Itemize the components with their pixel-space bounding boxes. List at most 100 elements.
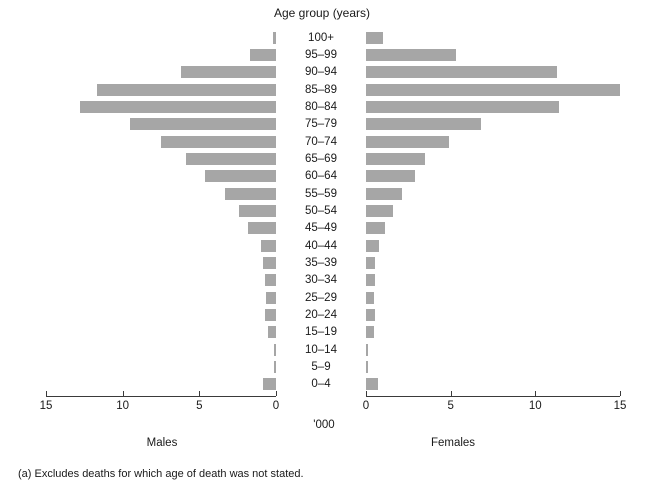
female-bar-cell	[366, 378, 620, 391]
male-bar-cell	[46, 135, 276, 148]
pyramid-row: 25–29	[46, 289, 620, 306]
axis-tick-mark	[276, 391, 277, 396]
male-axis-tick-15: 15	[39, 400, 53, 412]
female-bar	[366, 31, 383, 44]
male-bar	[96, 83, 276, 96]
axis-tick-mark	[46, 391, 47, 396]
female-bar	[366, 100, 560, 113]
female-bar	[366, 274, 376, 287]
male-bar	[205, 170, 276, 183]
pyramid-row: 65–69	[46, 150, 620, 167]
male-bar	[262, 378, 276, 391]
male-axis-line	[46, 396, 276, 397]
male-bar-cell	[46, 204, 276, 217]
age-group-label: 55–59	[305, 187, 337, 200]
pyramid-row: 40–44	[46, 237, 620, 254]
female-bar-cell	[366, 239, 620, 252]
female-bar-cell	[366, 291, 620, 304]
age-group-label: 25–29	[305, 291, 337, 304]
male-bar	[268, 326, 276, 339]
axis-tick-mark	[366, 391, 367, 396]
male-bar	[265, 308, 276, 321]
female-bar	[366, 222, 386, 235]
male-bar-cell	[46, 291, 276, 304]
female-bar	[366, 66, 558, 79]
female-bar	[366, 343, 368, 356]
male-bar-cell	[46, 378, 276, 391]
male-bar	[274, 360, 276, 373]
female-bar-cell	[366, 66, 620, 79]
axis-tick-mark	[450, 391, 452, 396]
age-group-label: 50–54	[305, 204, 337, 217]
male-bar-cell	[46, 100, 276, 113]
female-bar-cell	[366, 326, 620, 339]
age-group-label: 70–74	[305, 135, 337, 148]
male-bar	[260, 239, 276, 252]
female-bar-cell	[366, 204, 620, 217]
age-group-label: 45–49	[305, 222, 337, 235]
female-bar-cell	[366, 31, 620, 44]
pyramid-row: 75–79	[46, 116, 620, 133]
female-axis-tick-5: 5	[447, 400, 454, 412]
age-group-label: 5–9	[311, 360, 331, 373]
female-bar-cell	[366, 308, 620, 321]
female-bar-cell	[366, 360, 620, 373]
axis-tick-mark	[122, 391, 124, 396]
male-bar	[161, 135, 276, 148]
age-group-label: 10–14	[305, 343, 337, 356]
pyramid-row: 10–14	[46, 341, 620, 358]
pyramid-row: 55–59	[46, 185, 620, 202]
male-bar-cell	[46, 31, 276, 44]
female-bar	[366, 378, 378, 391]
pyramid-row: 95–99	[46, 46, 620, 63]
age-group-label: 95–99	[305, 48, 337, 61]
male-bar-cell	[46, 308, 276, 321]
pyramid-row: 50–54	[46, 202, 620, 219]
males-axis-label: Males	[146, 437, 178, 449]
male-bar-cell	[46, 118, 276, 131]
male-bar-cell	[46, 152, 276, 165]
male-bar-cell	[46, 66, 276, 79]
age-group-label: 30–34	[305, 274, 337, 287]
pyramid-row: 90–94	[46, 64, 620, 81]
pyramid-row: 0–4	[46, 376, 620, 393]
female-bar-cell	[366, 100, 620, 113]
female-bar-cell	[366, 170, 620, 183]
male-bar-cell	[46, 274, 276, 287]
axis-tick-mark	[620, 391, 621, 396]
female-bar-cell	[366, 343, 620, 356]
male-bar-cell	[46, 170, 276, 183]
pyramid-row: 35–39	[46, 254, 620, 271]
pyramid-row: 15–19	[46, 324, 620, 341]
age-group-label: 80–84	[305, 100, 337, 113]
chart-title: Age group (years)	[273, 6, 371, 20]
female-bar	[366, 48, 456, 61]
female-bar	[366, 204, 394, 217]
females-axis-label: Females	[430, 437, 476, 449]
female-bar	[366, 152, 426, 165]
female-axis-tick-0: 0	[362, 400, 370, 412]
female-bar-cell	[366, 256, 620, 269]
male-bar-cell	[46, 343, 276, 356]
age-group-label: 40–44	[305, 239, 337, 252]
male-bar	[262, 256, 276, 269]
age-group-label: 20–24	[305, 308, 337, 321]
male-bar	[265, 274, 276, 287]
pyramid-row: 70–74	[46, 133, 620, 150]
female-bar-cell	[366, 83, 620, 96]
male-bar	[130, 118, 276, 131]
female-bar-cell	[366, 152, 620, 165]
male-bar	[272, 31, 276, 44]
female-bar-cell	[366, 222, 620, 235]
age-group-label: 90–94	[305, 66, 337, 79]
male-bar	[185, 152, 276, 165]
male-bar	[249, 48, 276, 61]
female-bar	[366, 239, 379, 252]
male-axis-tick-10: 10	[116, 400, 130, 412]
male-bar	[225, 187, 276, 200]
female-bar	[366, 83, 620, 96]
male-bar-cell	[46, 48, 276, 61]
male-bar-cell	[46, 83, 276, 96]
male-bar-cell	[46, 256, 276, 269]
